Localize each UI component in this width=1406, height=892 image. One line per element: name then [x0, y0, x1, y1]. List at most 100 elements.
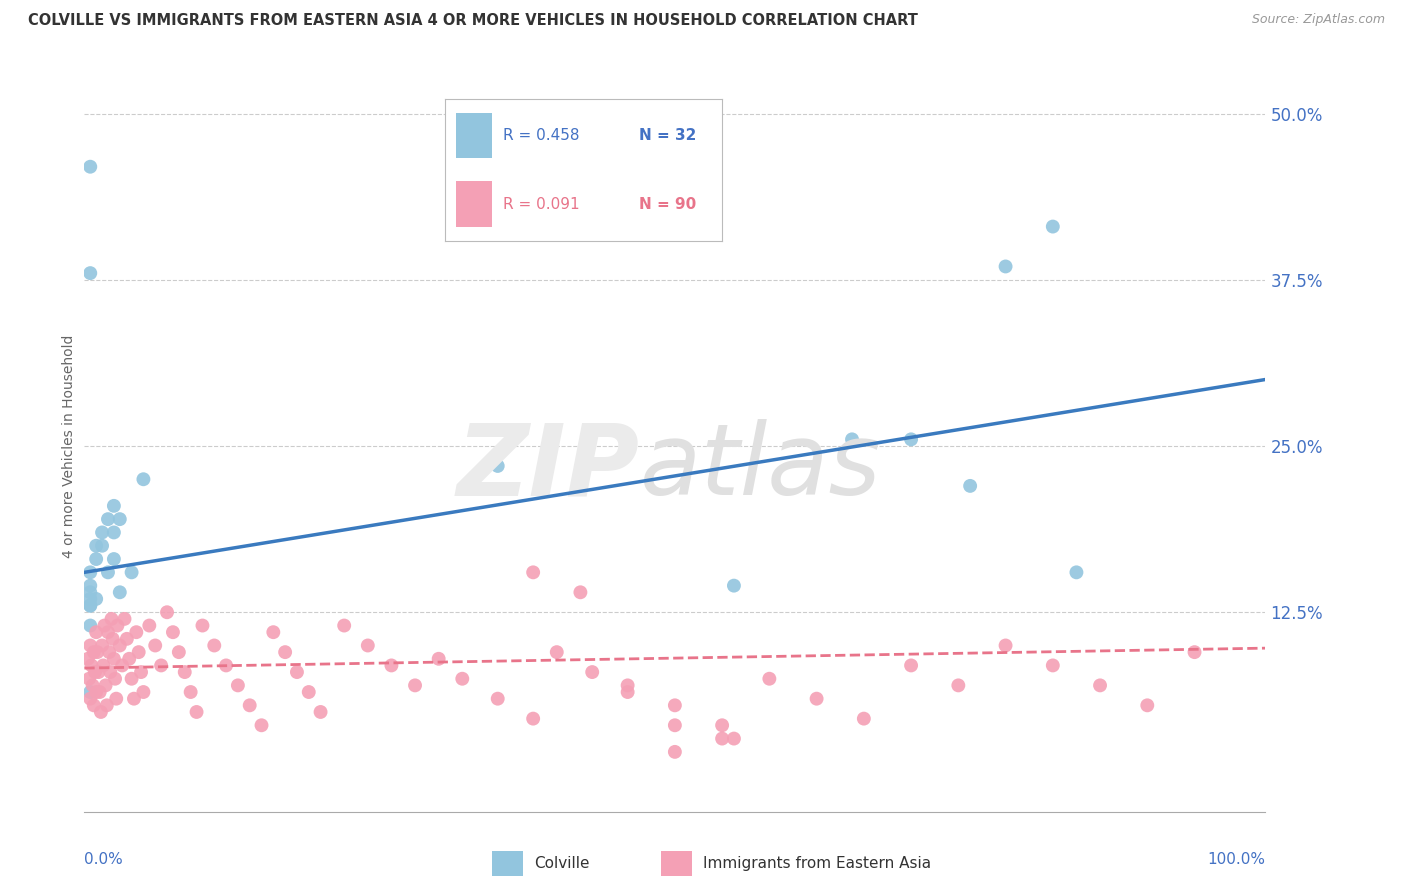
Point	[79, 585, 101, 599]
Text: Colville: Colville	[534, 856, 589, 871]
Point	[86, 645, 108, 659]
Point	[83, 698, 105, 713]
Point	[114, 612, 136, 626]
Point	[1042, 658, 1064, 673]
Point	[91, 539, 114, 553]
Point	[427, 652, 450, 666]
Text: atlas: atlas	[640, 419, 882, 516]
Point	[806, 691, 828, 706]
Point	[96, 698, 118, 713]
Point	[156, 605, 179, 619]
Point	[105, 691, 128, 706]
Point	[664, 698, 686, 713]
Point	[215, 658, 238, 673]
Point	[121, 566, 143, 580]
Point	[132, 472, 155, 486]
Point	[404, 678, 426, 692]
Point	[97, 566, 120, 580]
Point	[84, 665, 107, 679]
Point	[91, 658, 114, 673]
Point	[111, 658, 134, 673]
Point	[191, 618, 214, 632]
Point	[841, 433, 863, 447]
Point	[79, 266, 101, 280]
Point	[186, 705, 208, 719]
Point	[79, 579, 101, 593]
Point	[79, 160, 101, 174]
Text: 100.0%: 100.0%	[1208, 852, 1265, 867]
Point	[852, 712, 875, 726]
Point	[122, 691, 145, 706]
Point	[546, 645, 568, 659]
Point	[1042, 219, 1064, 234]
Point	[723, 731, 745, 746]
Point	[711, 731, 734, 746]
Point	[994, 260, 1017, 274]
Point	[138, 618, 160, 632]
Point	[103, 652, 125, 666]
Point	[90, 705, 112, 719]
Point	[79, 591, 101, 606]
Point	[285, 665, 308, 679]
Point	[616, 678, 638, 692]
Point	[486, 691, 509, 706]
Point	[91, 639, 114, 653]
Point	[84, 539, 107, 553]
Point	[333, 618, 356, 632]
Point	[84, 625, 107, 640]
Point	[128, 645, 150, 659]
Point	[486, 458, 509, 473]
Point	[180, 685, 202, 699]
Point	[98, 665, 121, 679]
Point	[522, 566, 544, 580]
Point	[664, 745, 686, 759]
Point	[274, 645, 297, 659]
Point	[125, 625, 148, 640]
Point	[79, 691, 101, 706]
Point	[108, 639, 131, 653]
Point	[900, 658, 922, 673]
Point	[900, 433, 922, 447]
Point	[79, 639, 101, 653]
Point	[569, 585, 592, 599]
Point	[91, 525, 114, 540]
Point	[451, 672, 474, 686]
Point	[83, 645, 105, 659]
Point	[298, 685, 321, 699]
Point	[77, 652, 100, 666]
Point	[108, 585, 131, 599]
Point	[948, 678, 970, 692]
Point	[723, 579, 745, 593]
Point	[262, 625, 284, 640]
Text: Source: ZipAtlas.com: Source: ZipAtlas.com	[1251, 13, 1385, 27]
Point	[758, 672, 780, 686]
Point	[97, 512, 120, 526]
Point	[104, 672, 127, 686]
Point	[79, 685, 101, 699]
Point	[711, 718, 734, 732]
Point	[132, 685, 155, 699]
Point	[173, 665, 195, 679]
Point	[162, 625, 184, 640]
Point	[84, 685, 107, 699]
Text: Immigrants from Eastern Asia: Immigrants from Eastern Asia	[703, 856, 931, 871]
Point	[357, 639, 380, 653]
Point	[143, 639, 166, 653]
Point	[98, 645, 121, 659]
Point	[239, 698, 262, 713]
Point	[93, 618, 115, 632]
Point	[380, 658, 402, 673]
Point	[79, 618, 101, 632]
Point	[79, 599, 101, 613]
Text: COLVILLE VS IMMIGRANTS FROM EASTERN ASIA 4 OR MORE VEHICLES IN HOUSEHOLD CORRELA: COLVILLE VS IMMIGRANTS FROM EASTERN ASIA…	[28, 13, 918, 29]
Point	[108, 512, 131, 526]
Point	[121, 672, 143, 686]
Point	[97, 625, 120, 640]
Point	[226, 678, 249, 692]
Point	[103, 499, 125, 513]
Point	[89, 685, 111, 699]
Point	[994, 639, 1017, 653]
Point	[1066, 566, 1088, 580]
Point	[1184, 645, 1206, 659]
Point	[150, 658, 173, 673]
